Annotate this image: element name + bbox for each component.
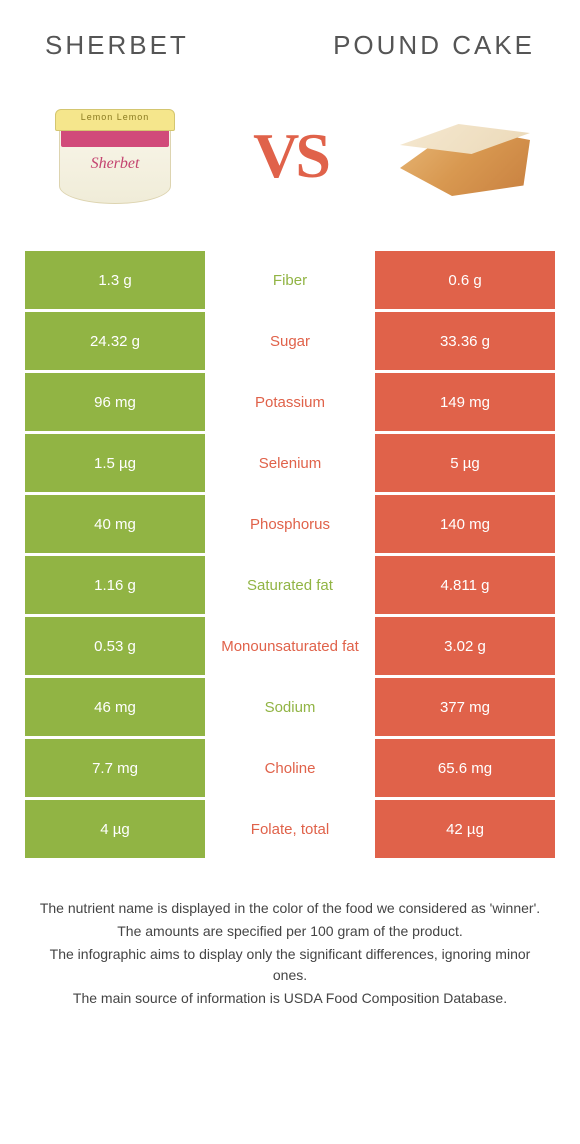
right-food-title: POUND CAKE [333,30,535,61]
left-value-cell: 7.7 mg [25,739,205,797]
nutrient-name-cell: Sugar [208,312,372,370]
left-value-cell: 96 mg [25,373,205,431]
nutrient-name-cell: Phosphorus [208,495,372,553]
table-row: 1.16 gSaturated fat4.811 g [25,556,555,614]
right-value-cell: 149 mg [375,373,555,431]
table-row: 40 mgPhosphorus140 mg [25,495,555,553]
nutrient-table: 1.3 gFiber0.6 g24.32 gSugar33.36 g96 mgP… [25,251,555,858]
footer-line: The infographic aims to display only the… [35,944,545,986]
nutrient-name-cell: Monounsaturated fat [208,617,372,675]
right-value-cell: 3.02 g [375,617,555,675]
table-row: 4 µgFolate, total42 µg [25,800,555,858]
right-food-image [385,96,545,216]
nutrient-name-cell: Fiber [208,251,372,309]
footer-line: The amounts are specified per 100 gram o… [35,921,545,942]
sherbet-tub-icon: Lemon Lemon Sherbet [55,109,175,204]
tub-lid-text: Lemon Lemon [55,112,175,122]
header: SHERBET POUND CAKE [25,30,555,86]
vs-label: VS [253,119,327,193]
left-value-cell: 0.53 g [25,617,205,675]
footer-line: The main source of information is USDA F… [35,988,545,1009]
poundcake-slice-icon [390,106,540,206]
footer-notes: The nutrient name is displayed in the co… [25,898,555,1009]
right-value-cell: 377 mg [375,678,555,736]
images-row: Lemon Lemon Sherbet VS [25,86,555,251]
right-value-cell: 5 µg [375,434,555,492]
nutrient-name-cell: Sodium [208,678,372,736]
table-row: 1.3 gFiber0.6 g [25,251,555,309]
nutrient-name-cell: Choline [208,739,372,797]
table-row: 24.32 gSugar33.36 g [25,312,555,370]
nutrient-name-cell: Saturated fat [208,556,372,614]
table-row: 0.53 gMonounsaturated fat3.02 g [25,617,555,675]
nutrient-name-cell: Folate, total [208,800,372,858]
right-value-cell: 65.6 mg [375,739,555,797]
left-value-cell: 46 mg [25,678,205,736]
left-value-cell: 1.5 µg [25,434,205,492]
left-value-cell: 4 µg [25,800,205,858]
left-value-cell: 1.16 g [25,556,205,614]
right-value-cell: 42 µg [375,800,555,858]
left-food-title: SHERBET [45,30,189,61]
right-value-cell: 0.6 g [375,251,555,309]
right-value-cell: 140 mg [375,495,555,553]
footer-line: The nutrient name is displayed in the co… [35,898,545,919]
left-value-cell: 40 mg [25,495,205,553]
table-row: 96 mgPotassium149 mg [25,373,555,431]
nutrient-name-cell: Selenium [208,434,372,492]
right-value-cell: 4.811 g [375,556,555,614]
right-value-cell: 33.36 g [375,312,555,370]
table-row: 46 mgSodium377 mg [25,678,555,736]
nutrient-name-cell: Potassium [208,373,372,431]
left-value-cell: 24.32 g [25,312,205,370]
table-row: 1.5 µgSelenium5 µg [25,434,555,492]
table-row: 7.7 mgCholine65.6 mg [25,739,555,797]
left-value-cell: 1.3 g [25,251,205,309]
left-food-image: Lemon Lemon Sherbet [35,96,195,216]
tub-brand-label: Sherbet [55,155,175,173]
